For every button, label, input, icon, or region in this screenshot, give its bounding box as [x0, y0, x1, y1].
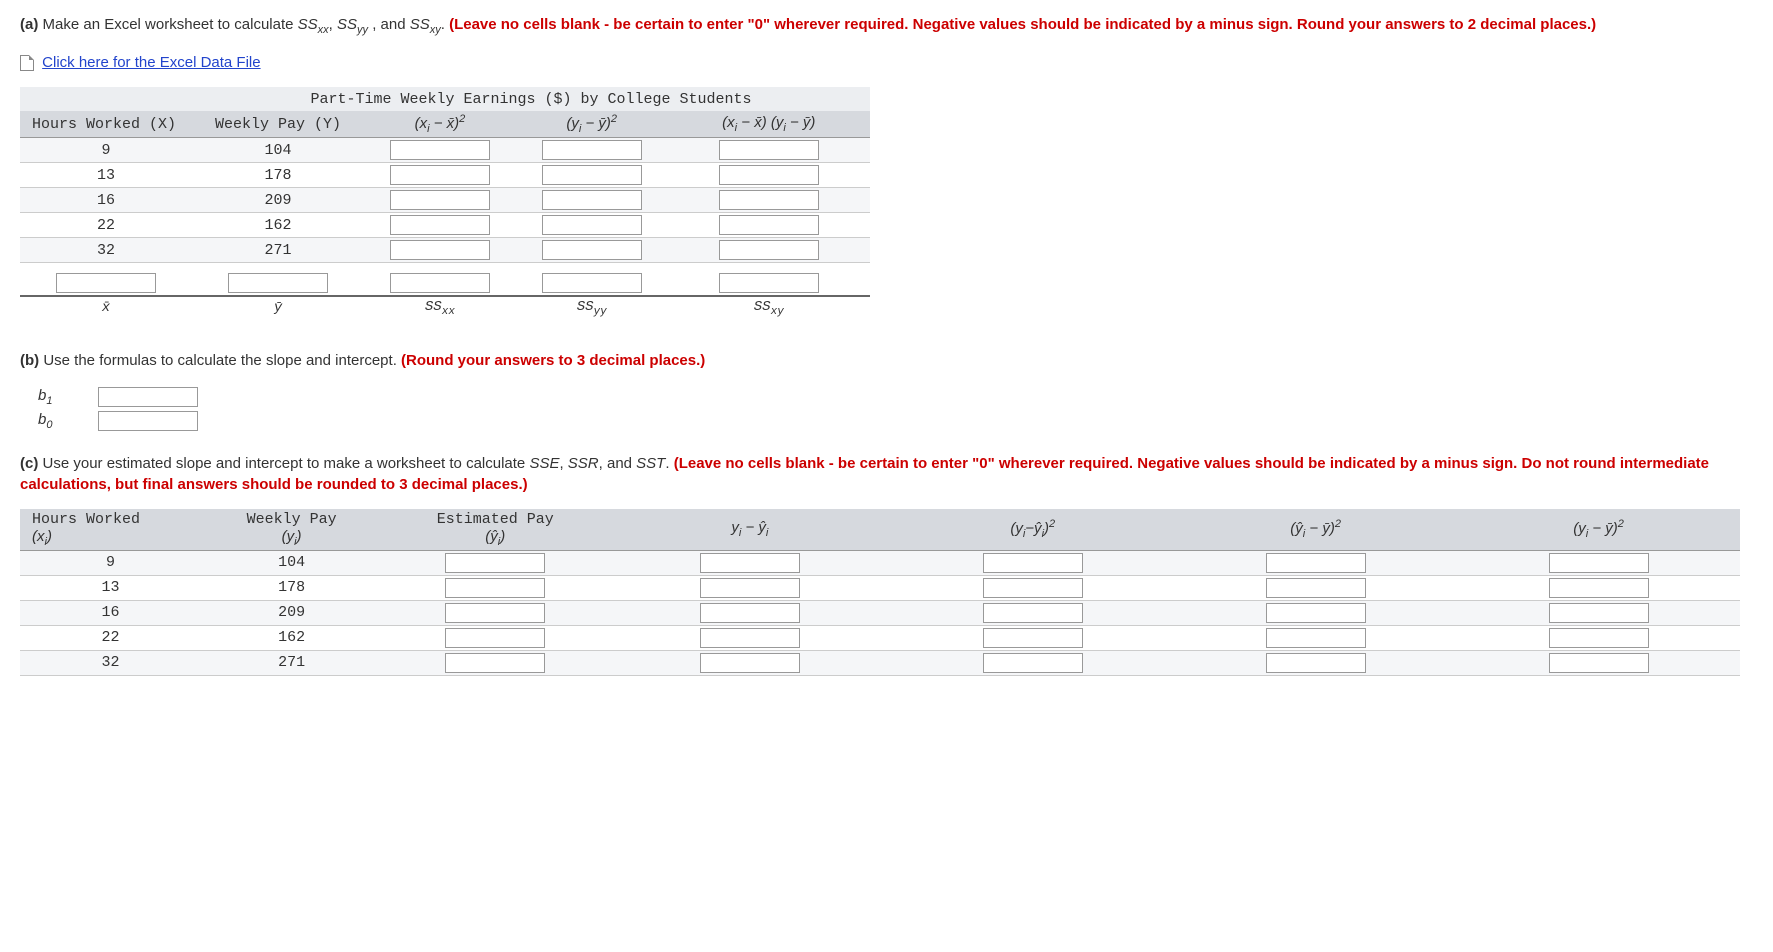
- col-pay-header: Weekly Pay (Y): [192, 111, 364, 138]
- input-c-est-0[interactable]: [445, 553, 545, 573]
- ssyy-label: SSyy: [516, 296, 668, 320]
- table-row: 16 209: [20, 188, 870, 213]
- table-row: 32 271: [20, 650, 1740, 675]
- input-ssyy[interactable]: [542, 273, 642, 293]
- input-b1[interactable]: [98, 387, 198, 407]
- b1-label: b1: [30, 385, 90, 409]
- input-c-ssr-3[interactable]: [1266, 628, 1366, 648]
- input-c-resid-3[interactable]: [700, 628, 800, 648]
- table-a-sum-row: [20, 271, 870, 296]
- part-a-label: (a): [20, 16, 38, 33]
- col-c-hours-header: Hours Worked (xi): [20, 509, 201, 551]
- input-c-residsq-3[interactable]: [983, 628, 1083, 648]
- table-a-body: 9 104 13 178 16 209 22 162 3: [20, 138, 870, 320]
- input-c-est-4[interactable]: [445, 653, 545, 673]
- input-c-ssr-0[interactable]: [1266, 553, 1366, 573]
- input-c-residsq-4[interactable]: [983, 653, 1083, 673]
- table-row: 13 178: [20, 575, 1740, 600]
- table-c: Hours Worked (xi) Weekly Pay (yi) Estima…: [20, 509, 1740, 676]
- input-ybar[interactable]: [228, 273, 328, 293]
- input-xdev-2[interactable]: [390, 190, 490, 210]
- input-xydev-3[interactable]: [719, 215, 819, 235]
- col-c-estpay-header: Estimated Pay (ŷi): [382, 509, 608, 551]
- col-c-sst-header: (yi − ȳ)2: [1457, 509, 1740, 551]
- table-row: 22 162: [20, 625, 1740, 650]
- input-xydev-1[interactable]: [719, 165, 819, 185]
- table-a: Part-Time Weekly Earnings ($) by College…: [20, 87, 870, 320]
- excel-file-link[interactable]: Click here for the Excel Data File: [42, 54, 260, 71]
- b0-label: b0: [30, 409, 90, 433]
- input-c-ssr-2[interactable]: [1266, 603, 1366, 623]
- part-c-label: (c): [20, 455, 38, 472]
- table-row: 9 104: [20, 138, 870, 163]
- input-xbar[interactable]: [56, 273, 156, 293]
- input-c-sst-4[interactable]: [1549, 653, 1649, 673]
- input-c-residsq-2[interactable]: [983, 603, 1083, 623]
- xbar-label: x̄: [20, 296, 192, 320]
- table-a-title: Part-Time Weekly Earnings ($) by College…: [192, 87, 870, 111]
- input-xdev-0[interactable]: [390, 140, 490, 160]
- ybar-label: ȳ: [192, 296, 364, 320]
- ssxx-label: SSxx: [364, 296, 516, 320]
- input-c-est-2[interactable]: [445, 603, 545, 623]
- col-c-ssr-header: (ŷi − ȳ)2: [1174, 509, 1457, 551]
- input-c-sst-3[interactable]: [1549, 628, 1649, 648]
- table-row: 13 178: [20, 163, 870, 188]
- ssxy-label: SSxy: [668, 296, 870, 320]
- input-b0[interactable]: [98, 411, 198, 431]
- col-c-residsq-header: (yi−ŷi)2: [891, 509, 1174, 551]
- col-ydev-header: (yi − ȳ)2: [516, 111, 668, 138]
- part-a-instructions: (Leave no cells blank - be certain to en…: [449, 16, 1596, 33]
- input-c-residsq-1[interactable]: [983, 578, 1083, 598]
- input-ydev-3[interactable]: [542, 215, 642, 235]
- input-xdev-3[interactable]: [390, 215, 490, 235]
- table-c-header-row: Hours Worked (xi) Weekly Pay (yi) Estima…: [20, 509, 1740, 551]
- col-c-resid-header: yi − ŷi: [608, 509, 891, 551]
- input-xydev-0[interactable]: [719, 140, 819, 160]
- input-c-resid-4[interactable]: [700, 653, 800, 673]
- table-a-footer-row: x̄ ȳ SSxx SSyy SSxy: [20, 296, 870, 320]
- input-xydev-4[interactable]: [719, 240, 819, 260]
- ssxy: SSxy: [410, 16, 441, 33]
- input-c-resid-0[interactable]: [700, 553, 800, 573]
- part-c-prompt: (c) Use your estimated slope and interce…: [20, 453, 1753, 495]
- input-c-sst-1[interactable]: [1549, 578, 1649, 598]
- input-c-resid-2[interactable]: [700, 603, 800, 623]
- input-xydev-2[interactable]: [719, 190, 819, 210]
- input-c-ssr-4[interactable]: [1266, 653, 1366, 673]
- part-b-label: (b): [20, 352, 39, 369]
- col-xdev-header: (xi − x̄)2: [364, 111, 516, 138]
- part-b-prompt: (b) Use the formulas to calculate the sl…: [20, 350, 1753, 371]
- table-row: 32 271: [20, 238, 870, 263]
- part-b-instructions: (Round your answers to 3 decimal places.…: [401, 352, 705, 369]
- excel-file-icon: [20, 55, 34, 71]
- input-c-sst-0[interactable]: [1549, 553, 1649, 573]
- input-xdev-4[interactable]: [390, 240, 490, 260]
- input-c-resid-1[interactable]: [700, 578, 800, 598]
- table-row: 22 162: [20, 213, 870, 238]
- table-b: b1 b0: [30, 385, 206, 433]
- col-xydev-header: (xi − x̄) (yi − ȳ): [668, 111, 870, 138]
- input-c-est-1[interactable]: [445, 578, 545, 598]
- input-xdev-1[interactable]: [390, 165, 490, 185]
- col-c-pay-header: Weekly Pay (yi): [201, 509, 382, 551]
- input-c-ssr-1[interactable]: [1266, 578, 1366, 598]
- col-hours-header: Hours Worked (X): [20, 111, 192, 138]
- input-ydev-4[interactable]: [542, 240, 642, 260]
- part-a-prompt: (a) Make an Excel worksheet to calculate…: [20, 14, 1753, 38]
- input-c-sst-2[interactable]: [1549, 603, 1649, 623]
- input-ydev-0[interactable]: [542, 140, 642, 160]
- ssxx: SSxx: [298, 16, 329, 33]
- input-ydev-1[interactable]: [542, 165, 642, 185]
- input-ydev-2[interactable]: [542, 190, 642, 210]
- table-c-body: 9 104 13 178 16 209 22: [20, 550, 1740, 675]
- table-a-header-row: Hours Worked (X) Weekly Pay (Y) (xi − x̄…: [20, 111, 870, 138]
- table-row: 16 209: [20, 600, 1740, 625]
- input-c-est-3[interactable]: [445, 628, 545, 648]
- input-c-residsq-0[interactable]: [983, 553, 1083, 573]
- ssyy: SSyy: [337, 16, 368, 33]
- input-ssxy[interactable]: [719, 273, 819, 293]
- input-ssxx[interactable]: [390, 273, 490, 293]
- table-row: 9 104: [20, 550, 1740, 575]
